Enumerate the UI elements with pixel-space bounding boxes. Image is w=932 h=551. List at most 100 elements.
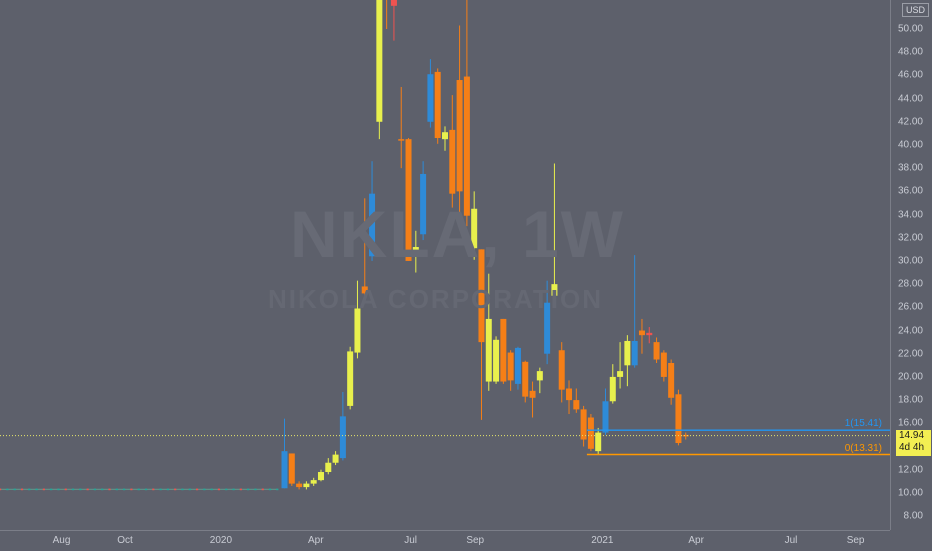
candle-body [646,332,653,336]
candle-body [514,347,521,384]
price-tick-label: 20.00 [897,371,923,383]
candle-body [587,417,594,449]
price-tick-label: 18.00 [897,394,923,406]
flat-week-candle [0,488,2,491]
candle-body [580,409,587,440]
flat-week-candle [159,488,162,491]
fib-level-1-label: 1(15.41) [844,418,882,430]
flat-week-candle [101,488,104,491]
price-tick-label: 22.00 [897,348,923,360]
candle-body [638,330,645,336]
candle-body [420,173,427,235]
flat-week-candle [64,488,67,491]
price-axis[interactable]: USD 50.00 48.00 46.00 44.00 42.00 40.00 38.00 3… [890,0,932,530]
currency-label[interactable]: USD [901,3,929,17]
candle-body [463,76,470,216]
candle-body [675,394,682,444]
price-tick-label: 48.00 [897,46,923,58]
flat-week-candle [137,488,140,491]
candle-body [653,342,660,360]
candle-body [500,318,507,382]
time-tick-label: 2021 [591,535,614,546]
price-tick-label: 42.00 [897,116,923,128]
candle-body [369,193,376,257]
flat-week-candle [28,488,31,491]
candle-body [631,340,638,366]
candle-body [449,129,456,194]
candle-body [485,318,492,382]
candle-body [347,351,354,406]
price-tick-label: 30.00 [897,255,923,267]
flat-week-candle [188,488,191,491]
candle-body [478,249,485,343]
candle-body [332,454,339,463]
flat-week-candle [181,488,184,491]
time-tick-label: Apr [688,535,704,546]
flat-week-candle [254,488,257,491]
candle-body [317,472,324,481]
flat-week-candle [261,488,264,491]
flat-week-candle [115,488,118,491]
flat-week-candle [71,488,75,491]
flat-week-candle [6,488,9,491]
candle-body [456,80,463,192]
flat-week-candle [232,488,235,491]
candle-body [427,74,434,122]
candle-body [296,483,303,488]
flat-week-candle [166,488,169,491]
time-tick-label: Jul [404,535,417,546]
plot-area[interactable]: NKLA, 1W NIKOLA CORPORATION 1(15.41) 0(1… [0,0,890,530]
candle-body [660,352,667,377]
candle-body [602,401,609,433]
flat-week-candle [195,488,199,491]
price-tick-label: 24.00 [897,325,923,337]
time-tick-label: Apr [307,535,324,546]
time-axis[interactable]: Aug Oct 2020 Apr Jul Sep 2021 Apr Jul Sep [0,530,890,551]
price-tick-label: 26.00 [897,301,923,313]
candle-body [536,371,543,381]
price-tick-label: 50.00 [897,23,923,35]
candlestick-chart[interactable] [0,0,890,530]
time-tick-label: 2020 [209,535,233,546]
candle-body [668,362,675,398]
candle-body [544,302,551,354]
candle-body [617,371,624,377]
flat-week-candle [108,488,111,491]
time-tick-label: Sep [846,535,865,546]
flat-week-candle [93,488,97,491]
last-price-value: 14.94 [899,429,925,441]
candle-body [493,339,500,382]
flat-week-candle [144,488,148,491]
price-tick-label: 32.00 [897,232,923,244]
price-tick-label: 46.00 [897,69,923,81]
flat-week-candle [239,488,242,491]
price-tick-label: 38.00 [897,162,923,174]
flat-week-candle [20,488,24,491]
candle-body [390,0,397,6]
bar-countdown: 4d 4h [899,441,925,453]
price-tick-label: 8.00 [903,510,923,522]
candle-body [325,462,332,473]
candle-body [529,390,536,398]
candle-body [471,208,478,249]
candle-body [573,400,580,410]
candle-body [434,71,441,139]
flat-week-candle [50,488,53,491]
time-tick-label: Sep [466,535,485,546]
flat-week-candle [123,488,126,491]
flat-week-candle [35,488,38,491]
candle-body [303,483,310,488]
candle-body [624,340,631,366]
flat-week-candle [13,488,16,491]
flat-week-candle [174,488,177,491]
price-tick-label: 16.00 [897,417,923,429]
flat-week-candle [86,488,89,491]
flat-week-candle [225,488,228,491]
flat-week-candle [276,488,279,491]
candle-body [376,0,383,122]
price-tick-label: 36.00 [897,185,923,197]
price-tick-label: 44.00 [897,93,923,105]
candle-body [551,284,558,296]
price-tick-label: 28.00 [897,278,923,290]
